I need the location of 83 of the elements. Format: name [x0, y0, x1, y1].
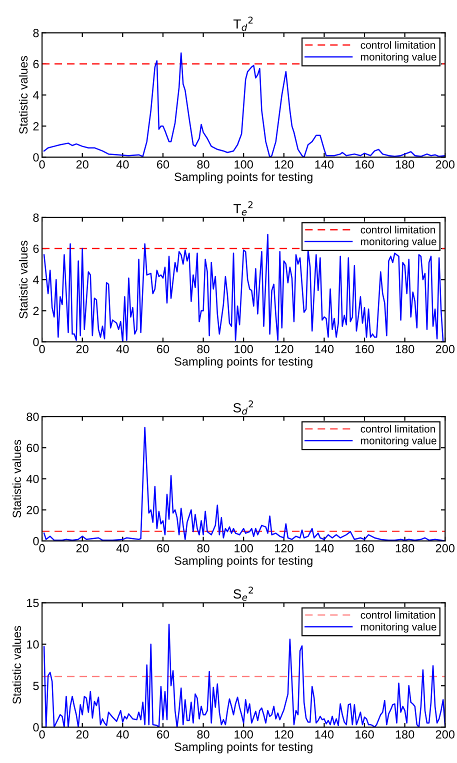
- x-tick-label: 100: [234, 730, 253, 739]
- x-tick-label: 100: [234, 160, 253, 169]
- x-tick-label: 200: [436, 344, 455, 354]
- y-tick-label: 20: [26, 506, 39, 514]
- x-tick-label: 60: [157, 544, 170, 552]
- x-tick-label: 100: [234, 344, 253, 354]
- y-tick-label: 6: [33, 244, 39, 253]
- x-axis-title: Sampling points for testing: [174, 172, 312, 184]
- x-tick-label: 20: [76, 344, 88, 354]
- legend-label: monitoring value: [361, 238, 436, 248]
- x-tick-label: 60: [157, 730, 170, 739]
- x-tick-label: 140: [315, 544, 334, 552]
- x-tick-label: 0: [39, 544, 45, 552]
- x-tick-label: 60: [157, 344, 170, 354]
- x-tick-label: 140: [315, 730, 334, 739]
- chart-title: S$_{d}$$^{2}$: [233, 400, 253, 415]
- x-tick-label: 140: [315, 160, 334, 169]
- x-tick-label: 0: [39, 730, 45, 739]
- chart-title: S$_{e}$$^{2}$: [233, 586, 253, 601]
- y-tick-label: 8: [33, 213, 39, 222]
- x-tick-label: 180: [396, 344, 414, 354]
- x-tick-label: 80: [197, 344, 210, 354]
- x-tick-label: 120: [274, 160, 294, 169]
- x-tick-label: 160: [356, 544, 374, 552]
- y-tick-label: 2: [33, 122, 39, 130]
- y-axis-title: Statistic values: [12, 626, 22, 704]
- x-tick-label: 140: [315, 344, 334, 354]
- y-tick-label: 6: [33, 60, 39, 68]
- y-axis-title: Statistic values: [18, 56, 28, 134]
- chart-title: T$_{d}$$^{2}$: [233, 16, 253, 31]
- y-tick-label: 2: [33, 306, 39, 316]
- legend-label: monitoring value: [361, 436, 436, 446]
- x-tick-label: 20: [76, 544, 88, 552]
- x-tick-label: 0: [39, 160, 45, 169]
- legend-label: control limitation: [360, 226, 435, 234]
- x-tick-label: 180: [396, 160, 414, 169]
- x-tick-label: 80: [197, 544, 210, 552]
- legend-label: control limitation: [360, 424, 435, 433]
- x-tick-label: 200: [436, 160, 455, 169]
- x-tick-label: 80: [197, 160, 210, 169]
- x-tick-label: 40: [116, 160, 129, 169]
- x-tick-label: 100: [234, 544, 253, 552]
- x-tick-label: 120: [274, 544, 294, 552]
- x-tick-label: 80: [197, 730, 210, 739]
- y-tick-label: 10: [27, 640, 39, 649]
- y-tick-label: 4: [32, 276, 39, 284]
- x-axis-title: Sampling points for testing: [174, 556, 312, 568]
- x-tick-label: 40: [116, 730, 129, 739]
- y-tick-label: 0: [33, 537, 39, 546]
- y-tick-label: 5: [33, 682, 39, 690]
- legend-label: control limitation: [360, 611, 435, 619]
- legend-label: monitoring value: [361, 622, 436, 633]
- x-tick-label: 160: [356, 730, 374, 739]
- x-tick-label: 200: [436, 544, 455, 552]
- y-tick-label: 8: [33, 28, 39, 38]
- x-tick-label: 180: [396, 544, 414, 552]
- x-tick-label: 40: [116, 344, 129, 354]
- y-tick-label: 0: [33, 338, 39, 346]
- x-tick-label: 200: [436, 730, 455, 739]
- legend-label: control limitation: [360, 41, 435, 49]
- y-tick-label: 0: [33, 153, 39, 162]
- x-tick-label: 0: [39, 344, 45, 354]
- y-tick-label: 4: [32, 91, 39, 100]
- x-tick-label: 160: [356, 160, 374, 169]
- x-tick-label: 120: [274, 730, 294, 739]
- x-tick-label: 40: [116, 544, 129, 552]
- x-tick-label: 120: [274, 344, 294, 354]
- x-axis-title: Sampling points for testing: [174, 356, 312, 368]
- x-tick-label: 180: [396, 730, 414, 739]
- chart-title: T$_{e}$$^{2}$: [234, 201, 253, 216]
- legend-label: monitoring value: [361, 52, 436, 63]
- x-tick-label: 20: [76, 160, 88, 169]
- y-tick-label: 80: [26, 412, 39, 421]
- y-tick-label: 60: [26, 444, 39, 452]
- y-axis-title: Statistic values: [18, 240, 28, 318]
- x-tick-label: 20: [76, 730, 88, 739]
- y-axis-title: Statistic values: [12, 440, 22, 518]
- x-axis-title: Sampling points for testing: [174, 742, 312, 754]
- y-tick-label: 40: [26, 474, 39, 484]
- y-tick-label: 0: [33, 723, 39, 732]
- x-tick-label: 160: [356, 344, 374, 354]
- x-tick-label: 60: [157, 160, 170, 169]
- y-tick-label: 15: [27, 598, 39, 608]
